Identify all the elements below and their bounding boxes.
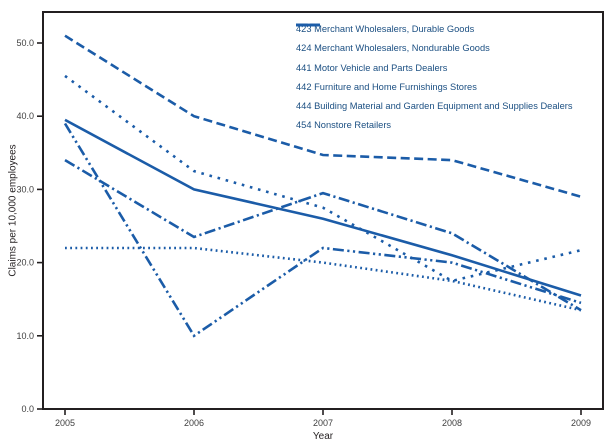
x-axis-title: Year: [312, 431, 334, 442]
series-line-444: [64, 158, 582, 312]
series-line-454: [63, 122, 582, 338]
y-axis-title: Claims per 10,000 employees: [7, 144, 19, 277]
y-tick-label: 50.0: [16, 38, 34, 48]
y-tick-label: 10.0: [16, 331, 34, 341]
legend-label: 442 Furniture and Home Furnishings Store…: [296, 81, 477, 92]
series-line-423: [64, 118, 582, 297]
legend: 423 Merchant Wholesalers, Durable Goods 4…: [296, 20, 573, 136]
x-tick-label: 2006: [184, 418, 204, 428]
y-tick-label: 20.0: [16, 258, 34, 268]
y-tick-label: 0.0: [21, 404, 34, 414]
legend-item: 424 Merchant Wholesalers, Nondurable Goo…: [296, 23, 573, 58]
legend-swatch-dash-dot-dot: [296, 23, 320, 27]
x-tick-label: 2009: [571, 418, 591, 428]
x-tick-label: 2007: [313, 418, 333, 428]
series-line-441: [65, 246, 582, 312]
legend-item: 441 Motor Vehicle and Parts Dealers: [296, 23, 573, 78]
series-line-442: [64, 74, 582, 283]
legend-label: 423 Merchant Wholesalers, Durable Goods: [296, 24, 475, 34]
series-line-424: [64, 34, 582, 198]
legend-label: 424 Merchant Wholesalers, Nondurable Goo…: [296, 43, 490, 54]
x-tick-label: 2008: [442, 418, 462, 428]
y-tick-label: 40.0: [16, 111, 34, 121]
x-tick-label: 2005: [55, 418, 75, 428]
legend-label: 441 Motor Vehicle and Parts Dealers: [296, 62, 448, 73]
legend-item: 423 Merchant Wholesalers, Durable Goods: [296, 20, 573, 39]
legend-item: 442 Furniture and Home Furnishings Store…: [296, 23, 573, 97]
legend-label: 454 Nonstore Retailers: [296, 120, 392, 131]
legend-swatch-dot: [296, 23, 320, 27]
legend-item: 444 Building Material and Garden Equipme…: [296, 23, 573, 116]
legend-item: 454 Nonstore Retailers: [296, 23, 573, 135]
legend-label: 444 Building Material and Garden Equipme…: [296, 101, 573, 112]
y-tick-label: 30.0: [16, 184, 34, 194]
